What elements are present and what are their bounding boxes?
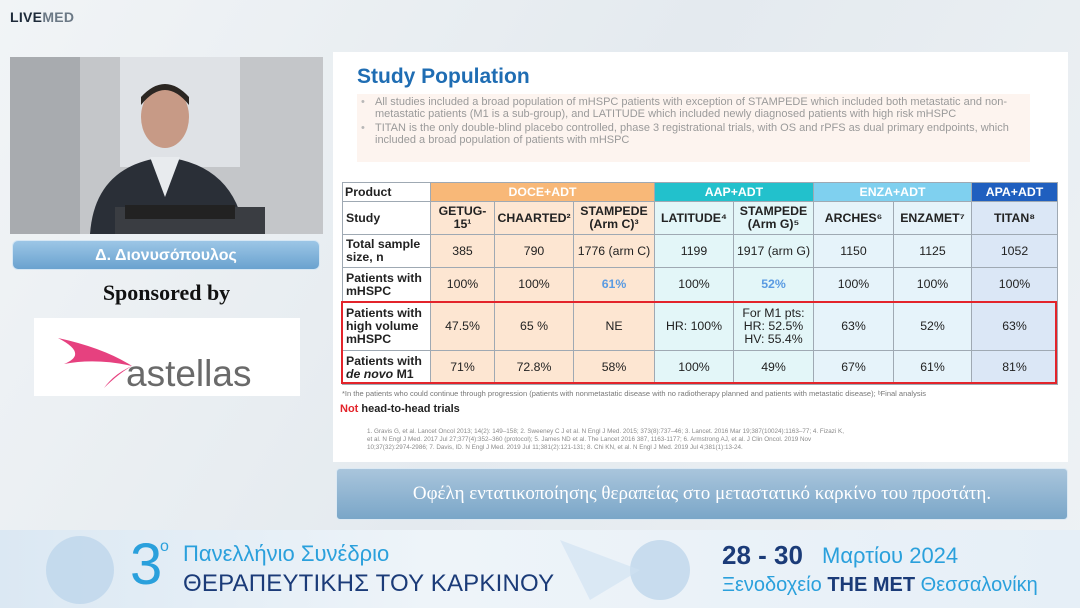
row-label-part: Patients with: [346, 353, 422, 368]
table-row: Patients with high volume mHSPC 47.5% 65 %…: [342, 301, 1058, 351]
banner-number: 3: [130, 532, 163, 597]
table-cell: 81%: [971, 350, 1058, 385]
row-label-part: M1: [396, 366, 414, 381]
sponsor-logo: astellas: [34, 318, 300, 396]
row-label: Patients with high volume mHSPC: [342, 301, 431, 351]
table-cell: 63%: [971, 301, 1058, 351]
sponsor-name: astellas: [126, 353, 251, 394]
table-row: Patients with mHSPC 100% 100% 61% 100% 52% 100…: [342, 267, 1058, 302]
row-label: Patients with de novo M1: [342, 350, 431, 385]
table-cell: 1776 (arm C): [573, 234, 655, 268]
bullets: All studies included a broad population …: [357, 94, 1030, 162]
note-emphasis: Not: [340, 403, 359, 415]
astellas-logo: astellas: [58, 338, 251, 394]
table-cell: 72.8%: [494, 350, 574, 385]
table-cell: 385: [430, 234, 495, 268]
banner-month: Μαρτίου 2024: [822, 543, 959, 568]
footnote: *In the patients who could continue thro…: [342, 389, 927, 398]
product-group: APA+ADT: [971, 182, 1058, 202]
banner-line2: ΘΕΡΑΠΕΥΤΙΚΗΣ ΤΟΥ ΚΑΡΚΙΝΟΥ: [183, 570, 555, 597]
table-cell: 100%: [813, 267, 894, 302]
table-cell: 71%: [430, 350, 495, 385]
table-cell: ENZAMET⁷: [893, 201, 972, 235]
table-row: Patients with de novo M1 71% 72.8% 58% 100% 4…: [342, 350, 1058, 385]
table-cell: STAMPEDE (Arm G)⁵: [733, 201, 814, 235]
banner: [0, 530, 1080, 608]
table-cell: For M1 pts: HR: 52.5% HV: 55.4%: [733, 301, 814, 351]
study-table: Product DOCE+ADT AAP+ADT ENZA+ADT APA+ADT Stu…: [342, 182, 1058, 385]
table-row: Study GETUG-15¹ CHAARTED² STAMPEDE (Arm C)³…: [342, 201, 1058, 235]
table-cell: 61%: [573, 267, 655, 302]
table-cell: TITAN⁸: [971, 201, 1058, 235]
product-group: DOCE+ADT: [430, 182, 655, 202]
logo-live: LIVE: [10, 9, 43, 25]
table-cell: 47.5%: [430, 301, 495, 351]
city: Θεσσαλονίκη: [920, 574, 1038, 596]
table-cell: 65 %: [494, 301, 574, 351]
banner-venue: Ξενοδοχείο THE MET Θεσσαλονίκη: [722, 574, 1038, 597]
speaker-name: Δ. Διονυσόπουλος: [12, 240, 320, 270]
video-frame: [10, 57, 323, 234]
caption: Οφέλη εντατικοποίησης θεραπείας στο μετα…: [336, 468, 1068, 520]
row-label: Study: [342, 201, 431, 235]
table-cell: 49%: [733, 350, 814, 385]
slide-title: Study Population: [357, 65, 530, 88]
product-group: AAP+ADT: [654, 182, 814, 202]
venue: THE MET: [827, 574, 916, 596]
table-cell: 61%: [893, 350, 972, 385]
banner-ordinal: ο: [160, 538, 169, 555]
bullet: TITAN is the only double-blind placebo c…: [361, 122, 1026, 147]
row-label-part: de novo: [346, 366, 394, 381]
table-cell: 52%: [893, 301, 972, 351]
table-cell: 52%: [733, 267, 814, 302]
venue-label: Ξενοδοχείο: [722, 574, 822, 596]
table-cell: 1125: [893, 234, 972, 268]
table-cell: 100%: [971, 267, 1058, 302]
table-cell: GETUG-15¹: [430, 201, 495, 235]
banner-line1: Πανελλήνιο Συνέδριο: [183, 541, 390, 566]
table-cell: 67%: [813, 350, 894, 385]
header-row: Product DOCE+ADT AAP+ADT ENZA+ADT APA+ADT: [342, 182, 1058, 202]
table-cell: 1150: [813, 234, 894, 268]
highlight-box: [341, 301, 1057, 384]
table-cell: 100%: [494, 267, 574, 302]
table-cell: ARCHES⁶: [813, 201, 894, 235]
table-row: Total sample size, n 385 790 1776 (arm C) 11…: [342, 234, 1058, 268]
banner-art: [46, 536, 690, 604]
references: 1. Gravis G, et al. Lancet Oncol 2013; 1…: [367, 428, 844, 451]
table-cell: 100%: [654, 267, 734, 302]
logo-med: MED: [42, 9, 75, 25]
table-cell: 1917 (arm G): [733, 234, 814, 268]
product-group: ENZA+ADT: [813, 182, 972, 202]
table-cell: CHAARTED²: [494, 201, 574, 235]
row-label: Total sample size, n: [342, 234, 431, 268]
table-cell: 100%: [893, 267, 972, 302]
header-label: Product: [342, 182, 431, 202]
logo: LIVEMED: [10, 9, 74, 25]
table-cell: LATITUDE⁴: [654, 201, 734, 235]
note-text: head-to-head trials: [361, 403, 460, 415]
table-cell: 58%: [573, 350, 655, 385]
row-label: Patients with mHSPC: [342, 267, 431, 302]
table-cell: 100%: [430, 267, 495, 302]
slide: Study Population All studies included a …: [333, 52, 1068, 462]
note: Not head-to-head trials: [340, 403, 460, 415]
table-cell: 1052: [971, 234, 1058, 268]
speaker-video: [10, 57, 323, 234]
banner-dates: 28 - 30: [722, 540, 803, 570]
sponsor-label: Sponsored by: [102, 280, 231, 305]
bullet: All studies included a broad population …: [361, 96, 1026, 121]
table-cell: 790: [494, 234, 574, 268]
table-cell: STAMPEDE (Arm C)³: [573, 201, 655, 235]
table-cell: 1199: [654, 234, 734, 268]
